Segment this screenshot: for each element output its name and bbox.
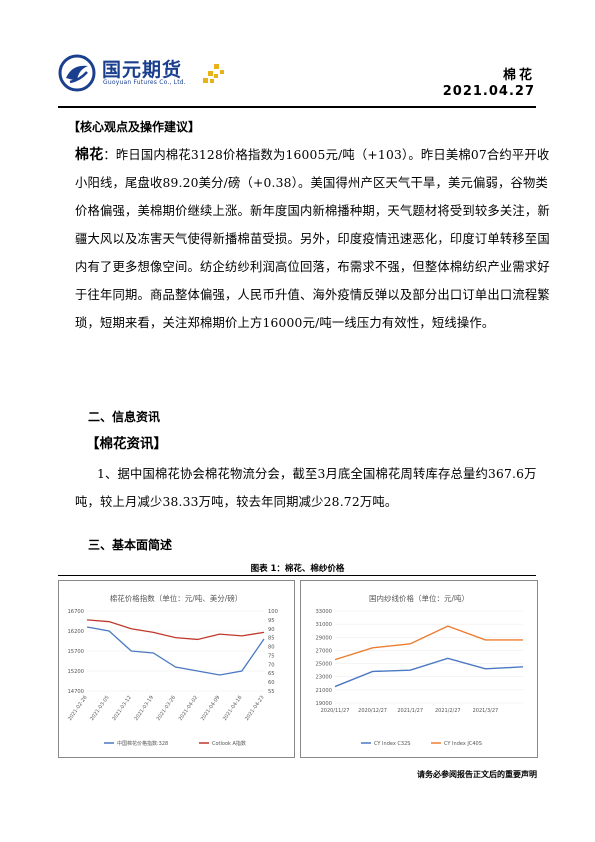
logo-emblem-icon [58,54,96,92]
y-right-tick-label: 85 [268,636,275,642]
y-right-tick-label: 90 [268,627,275,633]
disclaimer-note: 请务必参阅报告正文后的重要声明 [417,770,537,779]
y-tick-label: 29000 [315,635,332,641]
x-tick-label: 2021-03-12 [111,695,133,722]
core-view-paragraph: 棉花：昨日国内棉花3128价格指数为16005元/吨（+103）。昨日美棉07合… [75,141,552,337]
x-tick-label: 2021-03-05 [89,695,111,722]
legend-label: CY Index C32S [374,741,410,747]
y-tick-label: 27000 [315,648,332,654]
y-right-tick-label: 95 [268,618,275,624]
x-tick-label: 2021/1/27 [397,708,423,714]
y-right-tick-label: 100 [268,609,278,615]
series-line [86,619,265,641]
y-left-tick-label: 15200 [67,669,84,675]
core-view-lead: 棉花 [75,147,104,163]
document-title: 棉花 [502,68,535,83]
x-tick-label: 2021/2/27 [435,708,461,714]
yarn-price-plot: 国内纱线价格（单位：元/吨） 33000 31000 29000 27000 25000… [315,593,524,747]
logo-chinese-name: 国元期货 [102,59,183,81]
y-tick-label: 25000 [315,662,332,668]
x-tick-label: 2020/12/27 [358,708,387,714]
chart-title: 棉花价格指数（单位：元/吨、美分/磅） [110,593,243,603]
logo-english-name: Guoyuan Futures Co., Ltd. [103,79,186,86]
header-divider [58,106,536,108]
core-view-text: ：昨日国内棉花3128价格指数为16005元/吨（+103）。昨日美棉07合约平… [75,148,550,330]
y-tick-label: 33000 [315,609,332,615]
y-right-tick-label: 80 [268,645,275,651]
legend-label: 中国棉花价格指数:328 [117,740,168,747]
x-tick-label: 2020/11/27 [321,708,350,714]
x-tick-label: 2021-04-09 [200,695,222,722]
y-tick-label: 21000 [315,688,332,694]
series-line [334,657,524,688]
y-left-tick-label: 15700 [67,649,84,655]
y-left-tick-label: 16200 [67,629,84,635]
y-left-tick-label: 14700 [67,689,84,695]
company-logo: 国元期货 Guoyuan Futures Co., Ltd. [58,52,228,96]
cotton-price-index-chart: 棉花价格指数（单位：元/吨、美分/磅） 16700 16200 15700 15200… [58,580,295,758]
yarn-price-chart: 国内纱线价格（单位：元/吨） 33000 31000 29000 27000 25000… [300,580,538,758]
y-tick-label: 31000 [315,622,332,628]
y-right-tick-label: 55 [268,689,275,695]
x-tick-label: 2021/3/27 [473,708,499,714]
fundamentals-section-heading: 三、基本面简述 [88,538,173,552]
x-tick-label: 2021-03-19 [133,695,155,722]
info-section-heading: 二、信息资讯 [88,410,161,424]
legend-label: Cotlook A指数 [212,740,246,747]
x-tick-label: 2021-03-26 [156,695,178,722]
y-right-tick-label: 60 [268,680,275,686]
y-tick-label: 19000 [315,701,332,707]
document-date: 2021.04.27 [442,84,535,99]
y-right-tick-label: 75 [268,653,275,659]
cotton-price-index-plot: 棉花价格指数（单位：元/吨、美分/磅） 16700 16200 15700 15200… [67,593,278,747]
y-right-tick-label: 65 [268,671,275,677]
logo-dots-icon [203,64,224,83]
chart-title: 国内纱线价格（单位：元/吨） [369,593,469,603]
core-view-heading: 【核心观点及操作建议】 [68,120,201,134]
y-left-tick-label: 16700 [67,609,84,615]
x-tick-label: 2021-04-16 [222,695,244,722]
x-tick-label: 2021-04-02 [178,695,200,722]
y-right-tick-label: 70 [268,662,275,668]
figure-divider [58,575,536,576]
series-line [334,625,523,661]
y-tick-label: 23000 [315,675,332,681]
x-tick-label: 2021-04-23 [244,695,266,722]
cotton-news-heading: 【棉花资讯】 [86,436,167,452]
cotton-news-paragraph: 1、据中国棉花协会棉花物流分会，截至3月底全国棉花周转库存总量约367.6万吨，… [75,467,537,509]
figure-caption: 图表 1：棉花、棉纱价格 [250,564,345,574]
x-tick-label: 2021-02-26 [67,695,89,722]
legend-label: CY Index JC40S [444,741,482,747]
